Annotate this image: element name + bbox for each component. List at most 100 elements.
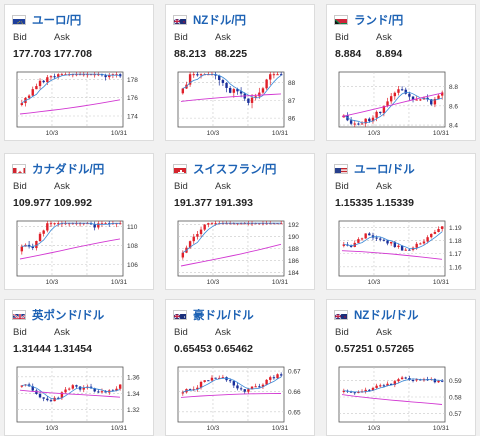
candle-down [273, 377, 275, 378]
y-tick-label: 188 [288, 246, 299, 253]
candle-up [361, 123, 363, 124]
candle-down [379, 238, 381, 239]
candle-up [375, 112, 377, 118]
y-tick-label: 87 [288, 98, 296, 105]
currency-pair-link[interactable]: 英ポンド/ドル [32, 307, 104, 323]
y-tick-label: 186 [288, 258, 299, 265]
candle-up [405, 250, 407, 251]
bid-value: 177.703 [13, 48, 54, 60]
x-tick-label: 10/31 [111, 425, 128, 432]
x-tick-label: 10/3 [207, 425, 220, 432]
x-tick-label: 10/31 [272, 130, 289, 137]
ask-value: 8.894 [376, 48, 417, 60]
candle-up [32, 89, 34, 95]
candle-down [229, 88, 231, 93]
candle-down [357, 124, 359, 125]
y-tick-label: 0.65 [288, 409, 301, 416]
candle-up [379, 385, 381, 386]
candle-down [383, 385, 385, 386]
ask-value: 191.393 [215, 197, 256, 209]
candle-down [383, 240, 385, 241]
candle-down [401, 246, 403, 251]
ask-label: Ask [376, 32, 417, 43]
candle-up [247, 389, 249, 391]
ask-value: 0.65462 [215, 343, 256, 355]
candle-down [214, 378, 216, 379]
candle-up [21, 103, 23, 105]
candle-up [251, 98, 253, 103]
candle-up [39, 81, 41, 86]
currency-pair-link[interactable]: 豪ドル/ドル [193, 307, 254, 323]
candle-up [394, 93, 396, 96]
candle-down [368, 390, 370, 391]
y-tick-label: 0.57 [449, 411, 462, 418]
currency-pair-link[interactable]: カナダドル/円 [32, 161, 104, 177]
y-tick-label: 1.36 [127, 374, 140, 381]
chart-frame [339, 221, 445, 276]
y-tick-label: 0.58 [449, 395, 462, 402]
currency-pair-link[interactable]: NZドル/ドル [354, 307, 419, 323]
candle-up [46, 77, 48, 82]
currency-pair-link[interactable]: ユーロ/円 [32, 12, 81, 28]
candle-up [182, 253, 184, 258]
candle-up [273, 74, 275, 75]
currency-pair-link[interactable]: スイスフラン/円 [193, 161, 276, 177]
candle-down [236, 385, 238, 388]
flag-ch-icon [173, 164, 187, 174]
currency-pair-link[interactable]: ランド/円 [354, 12, 403, 28]
y-tick-label: 1.18 [449, 238, 462, 245]
card-header: ユーロ/円 [12, 12, 81, 28]
candle-down [368, 119, 370, 121]
candle-down [104, 75, 106, 77]
candle-up [354, 124, 356, 125]
y-tick-label: 1.19 [449, 225, 462, 232]
card-header: 英ポンド/ドル [12, 307, 104, 323]
ask-label: Ask [376, 181, 417, 192]
ask-value: 177.708 [54, 48, 95, 60]
candle-up [119, 385, 121, 389]
ask-label: Ask [215, 32, 256, 43]
x-tick-label: 10/3 [368, 130, 381, 137]
candle-up [430, 234, 432, 237]
currency-pair-link[interactable]: NZドル/円 [193, 12, 246, 28]
currency-pair-link[interactable]: ユーロ/ドル [354, 161, 415, 177]
y-tick-label: 1.34 [127, 391, 140, 398]
flag-ca-icon [12, 164, 26, 174]
bid-label: Bid [174, 327, 215, 338]
candle-down [386, 240, 388, 243]
y-tick-label: 0.66 [288, 389, 301, 396]
y-tick-label: 190 [288, 234, 299, 241]
candle-down [42, 397, 44, 398]
bid-value: 8.884 [335, 48, 376, 60]
candle-down [42, 81, 44, 82]
card-header: カナダドル/円 [12, 161, 104, 177]
candle-down [258, 386, 260, 387]
candle-down [46, 399, 48, 401]
